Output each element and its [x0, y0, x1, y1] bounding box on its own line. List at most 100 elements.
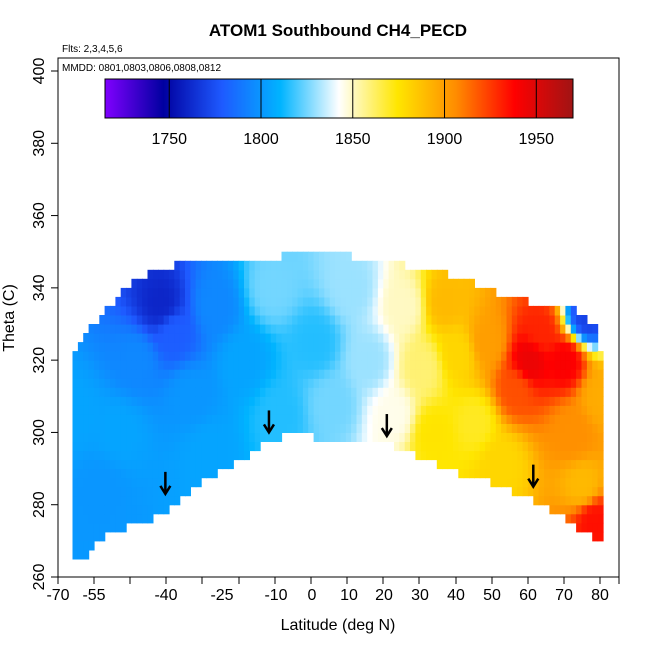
heat-cell — [527, 333, 534, 343]
heat-cell — [506, 360, 513, 370]
heat-cell — [244, 423, 250, 433]
heat-cell — [517, 315, 524, 325]
heat-cell — [120, 414, 127, 424]
heat-cell — [469, 423, 475, 433]
heat-cell — [254, 305, 261, 316]
heat-cell — [72, 549, 79, 560]
heat-cell — [152, 333, 159, 343]
heat-cell — [442, 296, 449, 307]
heat-cell — [485, 405, 492, 415]
heat-cell — [185, 260, 191, 271]
heat-cell — [447, 305, 454, 316]
heat-cell — [115, 450, 122, 461]
heat-cell — [452, 287, 459, 298]
heat-cell — [83, 531, 90, 542]
heat-cell — [308, 278, 315, 289]
heat-cell — [227, 315, 234, 325]
heat-cell — [517, 477, 524, 488]
heat-cell — [265, 269, 272, 280]
heat-cell — [463, 333, 470, 343]
heat-cell — [415, 287, 422, 298]
heat-cell — [195, 360, 202, 370]
heat-cell — [495, 414, 502, 424]
heat-cell — [570, 468, 577, 479]
heat-cell — [233, 369, 240, 379]
heat-cell — [233, 287, 240, 298]
heat-cell — [329, 278, 336, 289]
heat-cell — [249, 396, 256, 406]
heat-cell — [410, 414, 416, 424]
heat-cell — [394, 269, 400, 280]
heat-cell — [554, 450, 561, 461]
heat-cell — [554, 360, 561, 370]
heat-cell — [147, 432, 154, 442]
heat-cell — [404, 287, 411, 298]
heat-cell — [586, 504, 593, 515]
heat-cell — [104, 504, 111, 515]
heat-cell — [297, 260, 304, 271]
heat-cell — [447, 441, 454, 452]
heat-cell — [99, 351, 106, 361]
heat-cell — [227, 450, 234, 461]
heat-cell — [93, 450, 100, 461]
heat-cell — [99, 414, 106, 424]
heat-cell — [281, 369, 288, 379]
heat-cell — [179, 342, 186, 352]
heat-cell — [233, 324, 240, 334]
heat-cell — [549, 468, 556, 479]
heat-cell — [426, 378, 433, 388]
heat-cell — [147, 296, 154, 307]
heat-cell — [83, 387, 90, 397]
heat-cell — [99, 513, 106, 524]
heat-cell — [126, 513, 133, 524]
heat-cell — [394, 342, 400, 352]
heat-cell — [452, 296, 459, 307]
heat-cell — [565, 477, 572, 488]
heat-cell — [340, 360, 347, 370]
heat-cell — [570, 513, 577, 524]
heat-cell — [554, 305, 561, 316]
heat-cell — [136, 333, 143, 343]
heat-cell — [506, 324, 513, 334]
heat-cell — [554, 351, 561, 361]
heat-cell — [179, 414, 186, 424]
heat-cell — [324, 342, 331, 352]
heat-cell — [527, 378, 534, 388]
heat-cell — [142, 342, 149, 352]
heat-cell — [426, 441, 433, 452]
heat-cell — [554, 477, 561, 488]
heat-cell — [485, 296, 492, 307]
heat-cell — [99, 423, 106, 433]
heat-cell — [410, 441, 416, 452]
heat-cell — [142, 513, 149, 524]
heat-cell — [313, 305, 320, 316]
heat-cell — [463, 324, 470, 334]
heat-cell — [93, 504, 100, 515]
heat-cell — [394, 423, 400, 433]
heat-cell — [522, 333, 529, 343]
heat-cell — [377, 305, 384, 316]
heat-cell — [544, 333, 550, 343]
heat-cell — [77, 540, 84, 551]
heat-cell — [544, 360, 550, 370]
heat-cell — [152, 486, 159, 497]
x-tick-label: 0 — [308, 587, 317, 604]
heat-cell — [185, 269, 191, 280]
heat-cell — [249, 405, 256, 415]
heat-cell — [152, 278, 159, 289]
heat-cell — [88, 423, 95, 433]
heat-cell — [576, 342, 583, 352]
heat-cell — [506, 468, 513, 479]
heat-cell — [120, 423, 127, 433]
heat-cell — [452, 315, 459, 325]
heat-cell — [270, 405, 277, 415]
heat-cell — [377, 423, 384, 433]
heat-cell — [281, 278, 288, 289]
heat-cell — [586, 396, 593, 406]
heat-cell — [442, 441, 449, 452]
heat-cell — [570, 414, 577, 424]
heat-cell — [436, 278, 443, 289]
heat-cell — [372, 269, 379, 280]
heat-cell — [533, 441, 540, 452]
heat-cell — [179, 278, 186, 289]
